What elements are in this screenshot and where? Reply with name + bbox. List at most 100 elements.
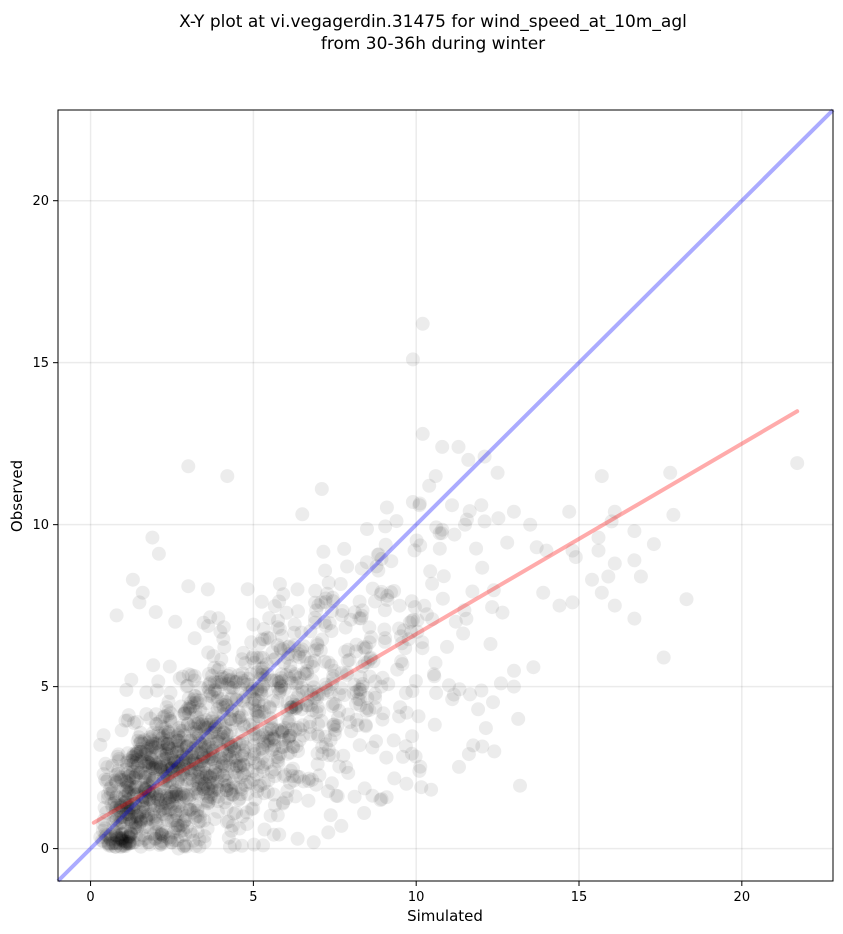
scatter-point <box>234 671 248 686</box>
scatter-point <box>310 636 325 651</box>
scatter-point <box>263 808 278 823</box>
scatter-point <box>191 745 206 760</box>
scatter-point <box>375 670 390 685</box>
scatter-point <box>379 500 394 515</box>
scatter-point <box>273 643 288 657</box>
scatter-point <box>141 756 156 771</box>
scatter-point <box>130 749 145 764</box>
scatter-point <box>195 717 210 732</box>
scatter-point <box>184 757 199 772</box>
scatter-point <box>175 723 190 738</box>
scatter-point <box>191 781 206 796</box>
scatter-point <box>165 764 180 779</box>
scatter-point <box>360 655 375 670</box>
scatter-point <box>170 774 185 789</box>
scatter-point <box>295 642 310 657</box>
scatter-point <box>120 798 135 813</box>
scatter-point <box>180 801 195 816</box>
scatter-point <box>222 680 237 695</box>
scatter-point <box>254 594 269 609</box>
scatter-point <box>252 636 267 651</box>
scatter-point <box>207 714 221 729</box>
scatter-point <box>536 585 551 600</box>
scatter-point <box>210 794 225 809</box>
scatter-point <box>174 753 189 768</box>
scatter-point <box>111 830 126 845</box>
scatter-point <box>442 678 456 693</box>
scatter-point <box>128 771 143 786</box>
scatter-point <box>109 828 124 843</box>
scatter-point <box>179 750 194 765</box>
scatter-point <box>156 752 171 767</box>
scatter-point <box>355 677 370 691</box>
scatter-point <box>216 725 231 740</box>
scatter-point <box>96 728 111 743</box>
scatter-point <box>202 688 217 703</box>
scatter-point <box>123 822 138 837</box>
scatter-point <box>355 679 370 694</box>
scatter-point <box>186 756 201 770</box>
scatter-point <box>139 811 153 826</box>
scatter-point <box>277 682 292 697</box>
scatter-point <box>241 701 256 716</box>
scatter-point <box>288 789 303 804</box>
scatter-point <box>413 538 428 553</box>
scatter-point <box>276 795 291 810</box>
scatter-point <box>158 725 173 740</box>
scatter-point <box>176 765 190 780</box>
scatter-point <box>137 798 152 813</box>
scatter-point <box>373 587 388 602</box>
scatter-point <box>260 630 275 645</box>
scatter-point <box>568 550 583 565</box>
scatter-point <box>180 738 195 753</box>
scatter-point <box>197 749 212 764</box>
scatter-point <box>138 766 153 781</box>
scatter-point <box>177 706 192 721</box>
scatter-point <box>102 781 117 796</box>
scatter-point <box>113 830 128 845</box>
reference-lines <box>56 108 835 883</box>
scatter-point <box>291 687 306 701</box>
scatter-point <box>349 644 364 659</box>
scatter-point <box>155 719 170 734</box>
scatter-point <box>221 668 236 683</box>
scatter-point <box>256 621 271 636</box>
scatter-point <box>108 803 123 818</box>
scatter-point <box>265 645 280 660</box>
scatter-point <box>157 751 171 766</box>
scatter-point <box>124 753 139 768</box>
scatter-point <box>158 824 173 839</box>
scatter-point <box>232 760 247 774</box>
scatter-point <box>147 798 162 813</box>
scatter-point <box>111 763 126 778</box>
scatter-point <box>197 736 212 751</box>
scatter-point <box>236 674 251 688</box>
scatter-point <box>221 830 236 845</box>
scatter-point <box>448 614 463 629</box>
scatter-point <box>229 768 244 783</box>
scatter-point <box>142 769 156 783</box>
scatter-point <box>119 755 134 770</box>
scatter-point <box>203 675 218 690</box>
scatter-point <box>267 599 282 614</box>
scatter-point <box>315 740 330 754</box>
scatter-point <box>196 615 211 630</box>
scatter-point <box>251 756 266 771</box>
scatter-point <box>170 833 185 848</box>
scatter-point <box>183 803 197 817</box>
scatter-point <box>312 768 327 783</box>
scatter-point <box>109 767 124 782</box>
scatter-point <box>469 541 484 556</box>
scatter-point <box>118 834 133 849</box>
scatter-point <box>109 789 124 804</box>
scatter-point <box>181 579 196 594</box>
scatter-point <box>159 788 174 803</box>
scatter-point <box>226 674 241 689</box>
scatter-point <box>114 826 129 841</box>
scatter-point <box>274 667 289 682</box>
scatter-point <box>137 781 152 796</box>
scatter-point <box>283 659 298 674</box>
scatter-point <box>194 754 209 769</box>
scatter-point <box>151 546 166 561</box>
scatter-point <box>211 756 225 771</box>
